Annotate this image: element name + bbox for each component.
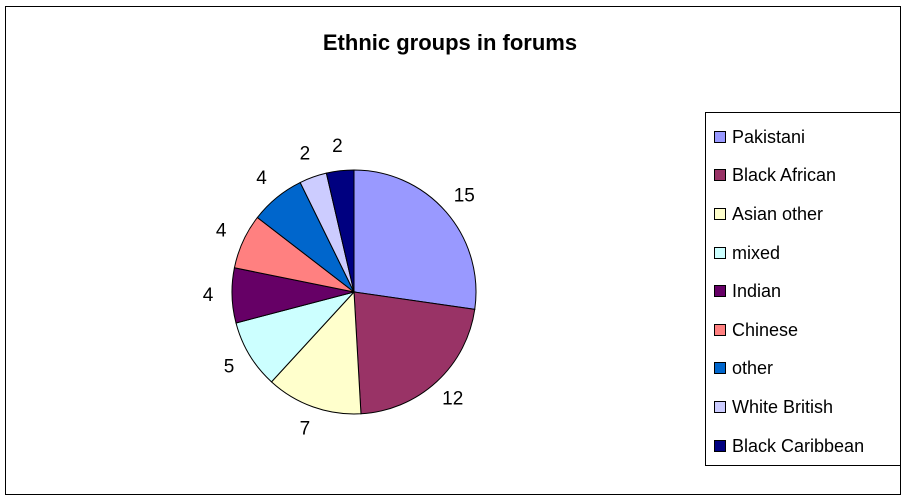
legend-item: Black Caribbean xyxy=(714,431,864,461)
legend-label: Chinese xyxy=(732,319,799,340)
legend-label: Indian xyxy=(732,280,782,301)
legend-label: Asian other xyxy=(732,203,824,224)
data-label: 4 xyxy=(216,220,227,241)
legend-item: Black African xyxy=(714,160,836,190)
legend-item: mixed xyxy=(714,238,780,268)
legend-label: Pakistani xyxy=(732,126,806,147)
data-label: 7 xyxy=(300,419,311,440)
legend-swatch xyxy=(714,362,726,374)
legend-label: White British xyxy=(732,396,834,417)
data-label: 2 xyxy=(300,144,311,165)
pie-slice xyxy=(325,169,355,293)
legend-swatch xyxy=(714,401,726,413)
chart-title: Ethnic groups in forums xyxy=(322,30,578,55)
data-label: 4 xyxy=(203,285,214,306)
chart-legend: Pakistani Black African Asian other mixe… xyxy=(705,112,901,466)
legend-label: mixed xyxy=(732,242,781,263)
legend-swatch xyxy=(714,169,726,181)
legend-swatch xyxy=(714,285,726,297)
legend-item: Asian other xyxy=(714,199,823,229)
legend-item: Indian xyxy=(714,276,781,306)
pie-slice xyxy=(270,290,362,415)
legend-label: Black Caribbean xyxy=(732,435,865,456)
legend-label: other xyxy=(732,357,774,378)
legend-swatch xyxy=(714,208,726,220)
legend-item: Pakistani xyxy=(714,122,805,152)
legend-item: Chinese xyxy=(714,315,798,345)
data-label: 2 xyxy=(332,136,343,157)
legend-item: other xyxy=(714,353,773,383)
data-label: 12 xyxy=(442,389,463,410)
data-label: 4 xyxy=(256,168,267,189)
data-label: 15 xyxy=(454,185,475,206)
legend-label: Black African xyxy=(732,164,837,185)
data-label: 5 xyxy=(224,356,235,377)
legend-swatch xyxy=(714,440,726,452)
legend-swatch xyxy=(714,247,726,259)
legend-swatch xyxy=(714,324,726,336)
legend-swatch xyxy=(714,131,726,143)
legend-item: White British xyxy=(714,392,833,422)
pie-slice xyxy=(353,169,477,310)
pie-slice xyxy=(353,291,476,415)
